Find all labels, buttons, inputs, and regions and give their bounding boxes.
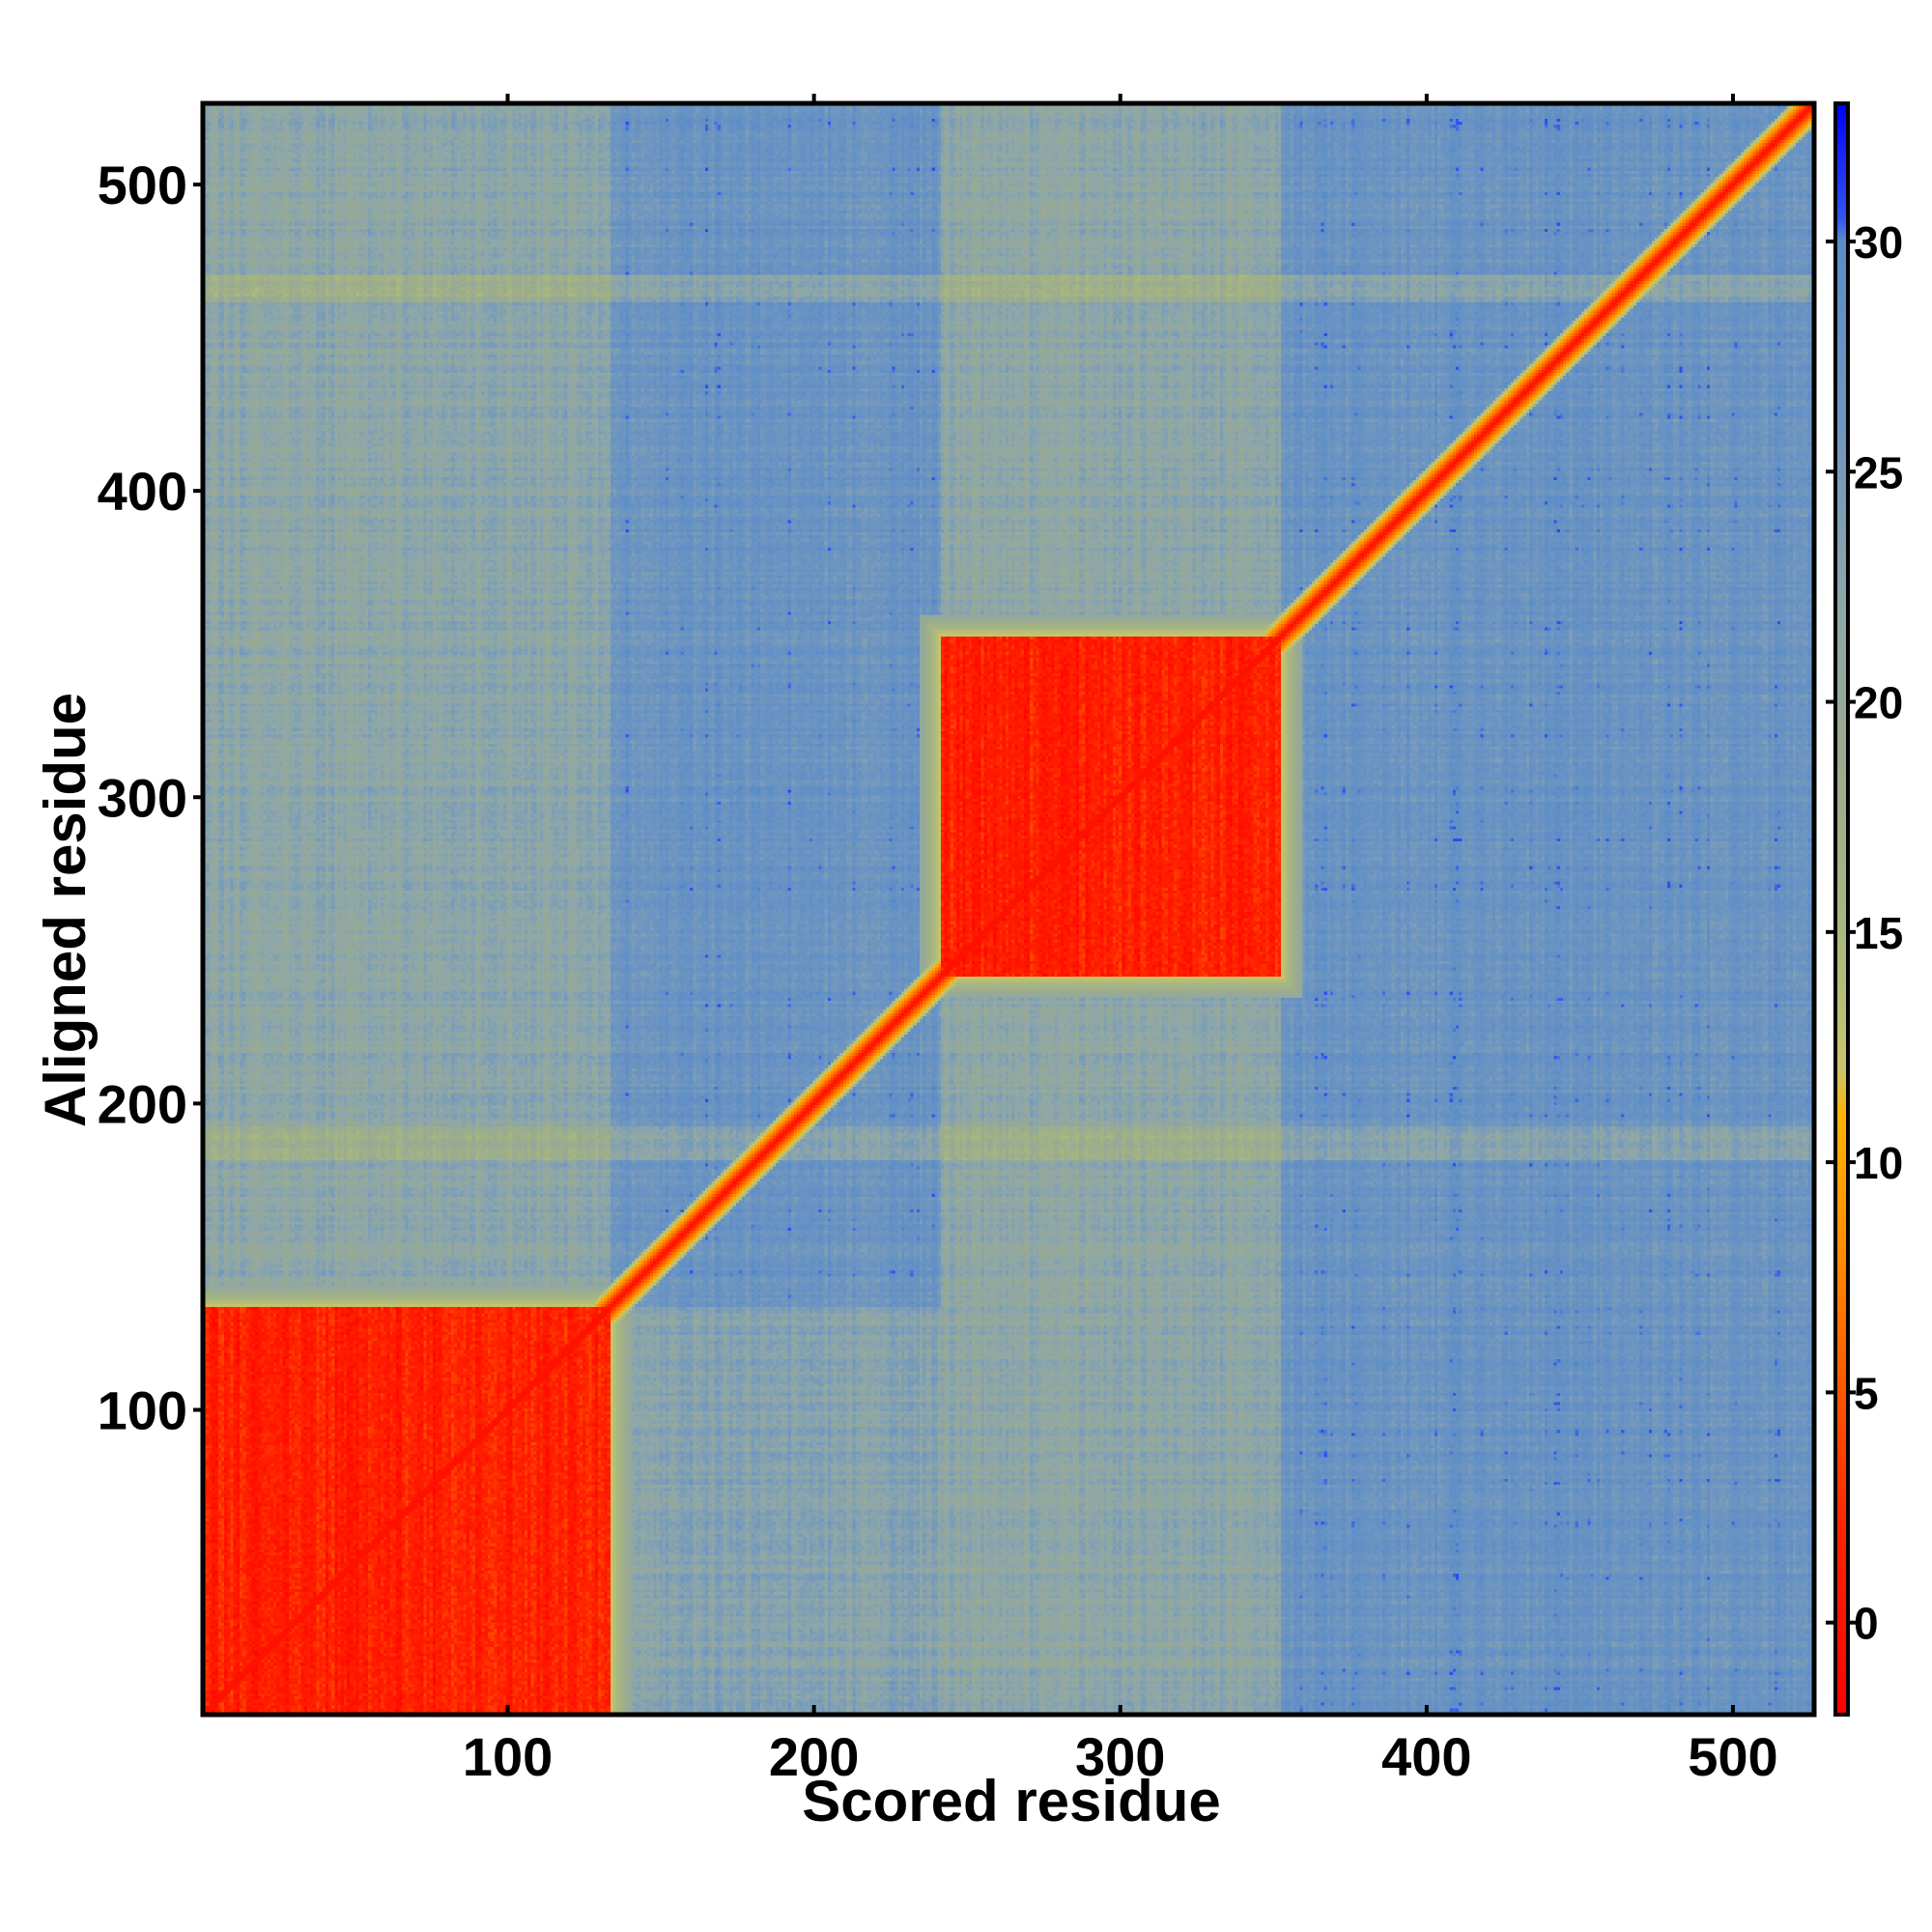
colorbar-tick-label: 30: [1854, 217, 1903, 268]
y-axis: 100 200 300 400 500: [98, 155, 203, 1440]
colorbar-tick-label: 25: [1854, 447, 1903, 497]
x-tick-label: 400: [1381, 1726, 1471, 1787]
plot-frame: [200, 100, 1817, 1718]
x-axis-title: Scored residue: [802, 1769, 1221, 1833]
x-tick-label: 300: [1075, 1726, 1165, 1787]
y-axis-title: Aligned residue: [33, 693, 98, 1127]
x-tick-label: 100: [463, 1726, 553, 1787]
x-tick-label: 500: [1688, 1726, 1777, 1787]
colorbar-tick-label: 15: [1854, 908, 1903, 958]
colorbar-tick-label: 20: [1854, 678, 1903, 728]
heatmap-image: [203, 103, 1814, 1715]
colorbar-tick-label: 5: [1854, 1368, 1879, 1418]
plot-area: [200, 100, 1817, 1718]
x-tick-label: 200: [769, 1726, 859, 1787]
colorbar: 0 5 10 15 20 25 30: [1826, 101, 1903, 1717]
colorbar-tick-label: 10: [1854, 1138, 1903, 1188]
colorbar-bar: [1833, 101, 1850, 1717]
y-tick-label: 300: [98, 767, 187, 828]
y-tick-label: 200: [98, 1073, 187, 1134]
colorbar-tick-label: 0: [1854, 1599, 1879, 1649]
y-tick-label: 100: [98, 1379, 187, 1440]
y-tick-label: 400: [98, 461, 187, 522]
y-tick-label: 500: [98, 155, 187, 215]
x-axis: 100 200 300 400 500: [463, 94, 1778, 1787]
